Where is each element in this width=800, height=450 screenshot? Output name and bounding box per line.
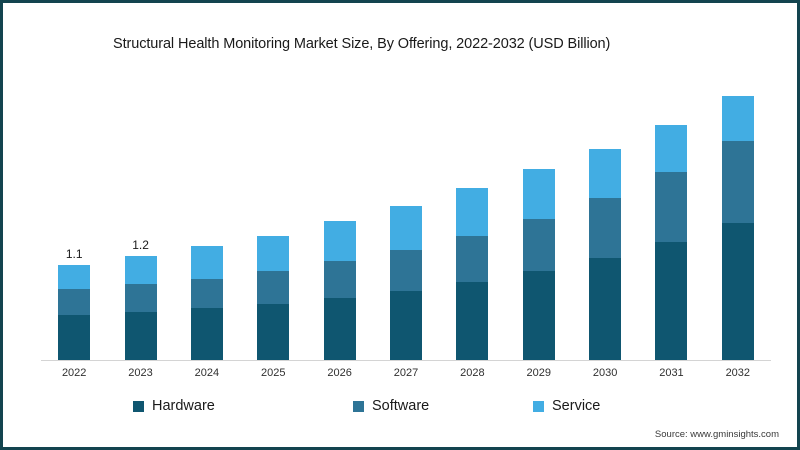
bar-segment-hardware[interactable] [323,297,356,360]
stacked-bar[interactable] [522,168,555,360]
bar-segment-service[interactable] [389,206,422,251]
source-attribution: Source: www.gminsights.com [654,429,779,440]
bar-segment-software[interactable] [190,278,223,309]
bar-group [373,73,439,360]
chart-canvas: Structural Health Monitoring Market Size… [3,3,797,447]
bar-segment-hardware[interactable] [522,270,555,360]
bar-segment-software[interactable] [389,250,422,291]
x-axis-label-2025: 2025 [261,367,286,379]
x-axis-label-2023: 2023 [128,367,153,379]
bar-segment-service[interactable] [257,235,290,271]
bar-segment-hardware[interactable] [389,290,422,360]
stacked-bar[interactable] [589,149,622,360]
legend-item-software[interactable]: Software [353,398,533,414]
bar-value-label: 1.2 [132,238,149,253]
chart-legend: Hardware Software Service [133,398,693,414]
bar-segment-service[interactable] [323,220,356,262]
x-axis-label-2027: 2027 [393,367,419,379]
bar-segment-software[interactable] [323,261,356,298]
bar-group [506,73,572,360]
x-axis-label-2030: 2030 [592,367,618,379]
bar-segment-service[interactable] [589,149,622,199]
stacked-bar[interactable] [389,206,422,360]
bar-segment-hardware[interactable] [456,282,489,360]
bar-segment-software[interactable] [58,289,91,316]
bar-segment-service[interactable] [721,95,754,142]
stacked-bar[interactable] [190,245,223,360]
bar-segment-service[interactable] [58,264,91,290]
legend-item-hardware[interactable]: Hardware [133,398,353,414]
plot-area: 1.1 1.2 [41,73,771,361]
stacked-bar[interactable]: 1.1 [58,247,91,360]
x-axis-label-2024: 2024 [194,367,220,379]
bar-segment-hardware[interactable] [257,303,290,360]
bar-group [638,73,704,360]
bar-segment-software[interactable] [257,270,290,304]
bar-segment-software[interactable] [124,283,157,312]
legend-swatch-service [533,400,544,412]
bar-group [705,73,771,360]
bar-segment-service[interactable] [124,256,157,284]
legend-swatch-software [353,400,364,412]
stacked-bar[interactable] [456,187,489,360]
bar-group [240,73,306,360]
x-axis-label-2028: 2028 [460,367,485,379]
bar-group: 1.1 [41,73,107,360]
bar-group [439,73,505,360]
bar-segment-service[interactable] [190,245,223,279]
bar-group [174,73,240,360]
bar-segment-software[interactable] [456,236,489,283]
bar-segment-service[interactable] [522,168,555,220]
x-axis-label-2022: 2022 [61,367,87,379]
stacked-bar[interactable] [655,124,688,360]
stacked-bar[interactable] [323,220,356,360]
bar-segment-service[interactable] [456,187,489,237]
x-axis-tick-labels: 2022 2023 2024 2025 2026 2027 2028 2029 2030 2031… [41,367,771,387]
legend-item-service[interactable]: Service [533,398,693,414]
legend-label-hardware: Hardware [152,398,215,414]
bar-value-label: 1.1 [65,246,83,261]
bar-segment-software[interactable] [721,141,754,223]
stacked-bar[interactable] [721,95,754,360]
legend-label-service: Service [552,398,601,414]
x-axis-label-2029: 2029 [526,367,551,379]
bar-group [572,73,638,360]
bar-segment-hardware[interactable] [58,315,91,360]
x-axis-label-2026: 2026 [327,367,352,379]
legend-swatch-hardware [133,400,144,412]
stacked-bar[interactable] [257,235,290,360]
bar-segment-software[interactable] [589,198,622,258]
bar-group [306,73,372,360]
bar-segment-hardware[interactable] [655,241,688,360]
bar-segment-hardware[interactable] [721,222,754,360]
bar-segment-hardware[interactable] [124,311,157,360]
stacked-bar[interactable]: 1.2 [124,238,157,360]
bar-group: 1.2 [107,73,173,360]
bar-segment-software[interactable] [522,219,555,271]
x-axis-label-2031: 2031 [659,367,684,379]
bar-segment-service[interactable] [655,124,688,173]
bar-segment-hardware[interactable] [190,308,223,360]
chart-title: Structural Health Monitoring Market Size… [113,36,611,52]
x-axis-label-2032: 2032 [725,367,751,379]
x-axis-line [41,360,771,361]
bar-segment-hardware[interactable] [589,258,622,360]
bar-segment-software[interactable] [655,172,688,242]
legend-label-software: Software [372,398,430,414]
